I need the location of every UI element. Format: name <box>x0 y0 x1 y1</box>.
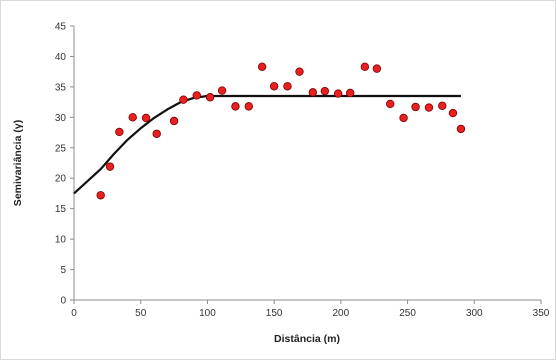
data-point <box>424 103 434 112</box>
data-point <box>169 116 179 126</box>
data-point <box>231 102 240 111</box>
y-tick-label: 5 <box>60 265 66 276</box>
y-tick-label: 40 <box>55 52 67 63</box>
data-points <box>96 62 466 200</box>
x-tick-label: 0 <box>71 308 77 319</box>
data-point <box>205 93 215 102</box>
data-point <box>320 86 330 96</box>
data-point <box>308 88 318 97</box>
y-tick-label: 0 <box>60 296 66 307</box>
x-tick-label: 100 <box>199 308 216 319</box>
x-tick-labels: 0 50 100 150 200 250 300 350 <box>71 308 550 319</box>
y-tick-label: 15 <box>55 204 67 215</box>
y-tick-label: 20 <box>55 174 67 185</box>
model-curve <box>73 94 461 195</box>
fitted-model-line <box>73 94 461 195</box>
x-tick-label: 200 <box>333 308 350 319</box>
x-axis-label: Distância (m) <box>274 333 340 345</box>
data-point <box>295 67 304 76</box>
data-point <box>152 129 161 138</box>
data-point <box>345 88 355 98</box>
data-point <box>141 113 151 123</box>
x-tick-label: 300 <box>466 308 483 319</box>
data-point <box>96 191 105 200</box>
data-point <box>386 99 395 109</box>
data-point <box>333 89 343 98</box>
data-point <box>399 113 408 123</box>
x-tick-label: 50 <box>135 308 147 319</box>
data-point <box>192 91 201 100</box>
x-tick-label: 150 <box>266 308 283 319</box>
data-point <box>448 108 458 118</box>
data-point <box>456 124 466 134</box>
x-tick-label: 350 <box>533 308 550 319</box>
y-tick-label: 25 <box>55 143 67 154</box>
data-point <box>283 82 292 91</box>
y-axis-label: Semivariância (γ) <box>12 120 24 206</box>
data-point <box>105 162 115 171</box>
y-tick-labels: 0 5 10 15 20 25 30 35 40 45 <box>55 22 67 307</box>
x-tick-label: 250 <box>399 308 416 319</box>
y-tick-label: 10 <box>55 235 67 246</box>
y-tick-label: 30 <box>55 113 67 124</box>
data-point <box>179 95 188 104</box>
data-point <box>244 102 253 111</box>
data-point <box>411 102 420 112</box>
axes <box>70 25 542 304</box>
y-tick-label: 45 <box>55 22 67 33</box>
data-point <box>360 62 370 71</box>
data-point <box>269 82 279 91</box>
data-point <box>372 64 382 73</box>
data-point <box>115 127 124 137</box>
data-point <box>438 101 447 110</box>
data-point <box>217 86 227 95</box>
data-point <box>128 113 137 122</box>
y-tick-label: 35 <box>55 82 67 93</box>
data-point <box>257 62 267 71</box>
